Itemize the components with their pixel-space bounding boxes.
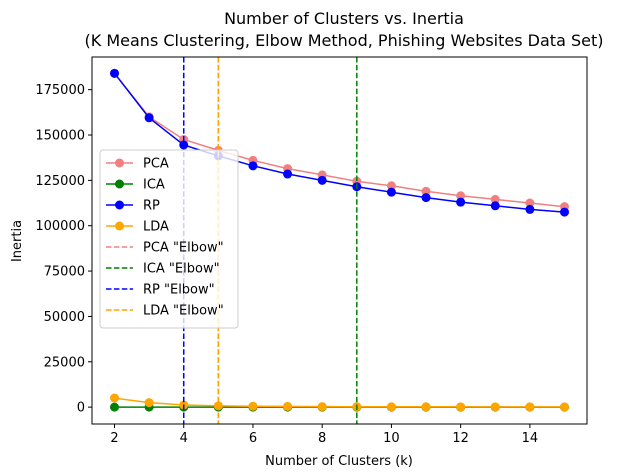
- data-point-rp: [490, 201, 500, 211]
- y-tick-label: 0: [77, 401, 85, 416]
- data-point-lda: [283, 401, 293, 411]
- data-point-rp: [144, 113, 154, 123]
- data-point-pca: [490, 194, 500, 204]
- y-tick-label: 75000: [44, 265, 85, 280]
- y-tick-label: 100000: [35, 219, 85, 234]
- y-tick-label: 25000: [44, 355, 85, 370]
- data-point-rp: [248, 161, 258, 171]
- y-tick-label: 125000: [35, 174, 85, 189]
- data-point-rp: [283, 169, 293, 179]
- legend: PCA ICA RP LDA PCA "Elbow" ICA "Elbow" RP "Elb…: [99, 149, 239, 329]
- data-point-pca: [525, 198, 535, 208]
- data-point-pca: [386, 181, 396, 191]
- y-tick-label: 150000: [35, 129, 85, 144]
- series-line-rp: [113, 72, 565, 213]
- legend-entry: ICA: [143, 178, 165, 193]
- legend-entry: PCA: [143, 157, 169, 172]
- x-tick-label: 6: [249, 431, 257, 446]
- data-point-lda: [421, 402, 431, 412]
- legend-marker: [115, 221, 124, 231]
- data-point-rp: [456, 197, 466, 207]
- chart-title-line-1: Number of Clusters vs. Inertia: [224, 9, 464, 28]
- y-tick-label: 50000: [44, 310, 85, 325]
- data-point-ica: [110, 402, 119, 412]
- data-point-lda: [456, 402, 466, 412]
- legend-entry: LDA: [143, 220, 169, 235]
- chart-title-line-2: (K Means Clustering, Elbow Method, Phish…: [85, 31, 604, 50]
- x-tick-label: 8: [318, 431, 326, 446]
- x-tick-label: 2: [110, 431, 118, 446]
- data-point-lda: [317, 402, 327, 412]
- legend-marker: [115, 179, 124, 189]
- legend-entry: LDA "Elbow": [143, 304, 224, 319]
- legend-marker: [115, 200, 124, 210]
- x-axis-label: Number of Clusters (k): [265, 454, 413, 469]
- data-point-rp: [317, 175, 327, 185]
- data-point-rp: [525, 204, 535, 214]
- legend-entry: PCA "Elbow": [143, 241, 224, 256]
- data-point-rp: [560, 207, 569, 217]
- axes-frame: [91, 56, 588, 425]
- y-tick-label: 175000: [35, 83, 85, 98]
- legend-entry: ICA "Elbow": [143, 262, 220, 277]
- data-point-lda: [110, 393, 119, 403]
- legend-entry: RP: [143, 199, 160, 214]
- data-point-pca: [456, 191, 466, 201]
- data-point-pca: [421, 186, 431, 196]
- y-axis-label: Inertia: [10, 220, 25, 262]
- data-point-rp: [386, 187, 396, 197]
- data-point-lda: [560, 402, 569, 412]
- x-tick-label: 4: [180, 431, 188, 446]
- data-point-rp: [421, 193, 431, 203]
- legend-entry: RP "Elbow": [143, 283, 215, 298]
- x-tick-label: 10: [383, 431, 400, 446]
- data-point-rp: [110, 68, 119, 78]
- data-point-lda: [490, 402, 500, 412]
- data-point-lda: [144, 398, 154, 408]
- x-tick-label: 12: [452, 431, 469, 446]
- data-point-lda: [525, 402, 535, 412]
- data-point-lda: [386, 402, 396, 412]
- legend-marker: [115, 158, 124, 168]
- series-line-pca: [113, 72, 565, 208]
- legend-box: [99, 149, 239, 329]
- x-tick-label: 14: [522, 431, 539, 446]
- series-line-lda: [114, 397, 565, 408]
- data-point-lda: [248, 401, 258, 411]
